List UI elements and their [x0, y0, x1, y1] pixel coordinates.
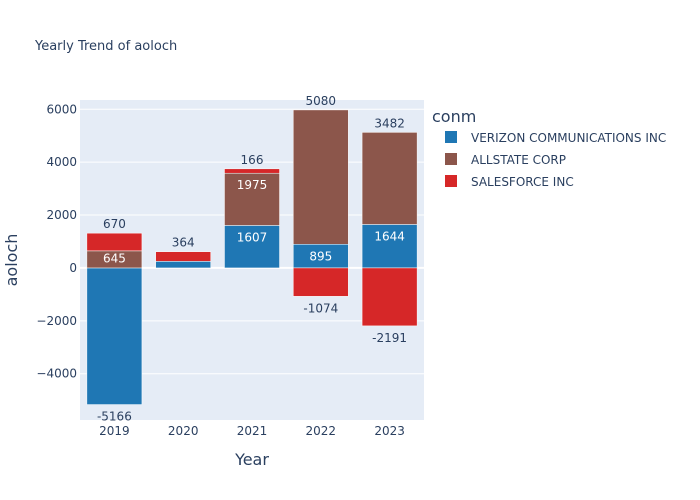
chart-title: Yearly Trend of aoloch: [34, 39, 177, 54]
data-label: 895: [309, 249, 332, 263]
bar: [86, 232, 143, 252]
data-label: 1975: [237, 178, 268, 192]
y-tick-label: −4000: [36, 367, 77, 381]
bar: [293, 267, 349, 297]
x-tick-label: 2019: [99, 424, 130, 438]
legend: conm VERIZON COMMUNICATIONS INC ALLSTATE …: [432, 107, 666, 189]
legend-swatch: [445, 131, 457, 143]
x-tick-label: 2022: [306, 424, 337, 438]
x-tick-label: 2023: [374, 424, 405, 438]
y-tick-label: 6000: [46, 102, 77, 116]
data-label: 1607: [237, 230, 268, 244]
data-label: 3482: [374, 116, 405, 130]
data-label: -5166: [97, 410, 132, 424]
x-tick-label: 2021: [237, 424, 268, 438]
bar: [224, 225, 280, 269]
data-label: -1074: [303, 301, 338, 315]
bar: [155, 261, 211, 269]
bar: [86, 267, 143, 405]
bar: [224, 172, 280, 226]
data-labels: -5166 1607 895 1644 645 1975 5080 3482 670 364 166…: [97, 94, 407, 424]
legend-swatch: [445, 153, 457, 165]
data-label: 364: [172, 236, 195, 250]
x-axis-title: Year: [234, 450, 269, 469]
x-axis-ticks: 2019 2020 2021 2022 2023: [99, 424, 405, 438]
legend-item-label: SALESFORCE INC: [471, 175, 574, 189]
y-tick-label: 0: [69, 261, 77, 275]
data-label: 1644: [374, 229, 405, 243]
legend-item-label: ALLSTATE CORP: [471, 153, 566, 167]
legend-title: conm: [432, 107, 476, 126]
bar: [293, 109, 349, 245]
y-tick-label: −2000: [36, 314, 77, 328]
y-axis-ticks: −4000 −2000 0 2000 4000 6000: [36, 102, 77, 380]
data-label: 166: [241, 153, 264, 167]
legend-item-label: VERIZON COMMUNICATIONS INC: [471, 131, 666, 145]
bar: [361, 132, 418, 225]
y-tick-label: 2000: [46, 208, 77, 222]
data-label: 5080: [306, 94, 337, 108]
x-tick-label: 2020: [168, 424, 199, 438]
data-label: -2191: [372, 331, 407, 345]
bar: [224, 168, 280, 174]
bars: [86, 109, 418, 405]
data-label: 670: [103, 217, 126, 231]
legend-swatch: [445, 175, 457, 187]
y-axis-title: aoloch: [2, 234, 21, 287]
bar: [155, 251, 211, 262]
data-label: 645: [103, 251, 126, 265]
y-tick-label: 4000: [46, 155, 77, 169]
bar: [361, 267, 418, 327]
